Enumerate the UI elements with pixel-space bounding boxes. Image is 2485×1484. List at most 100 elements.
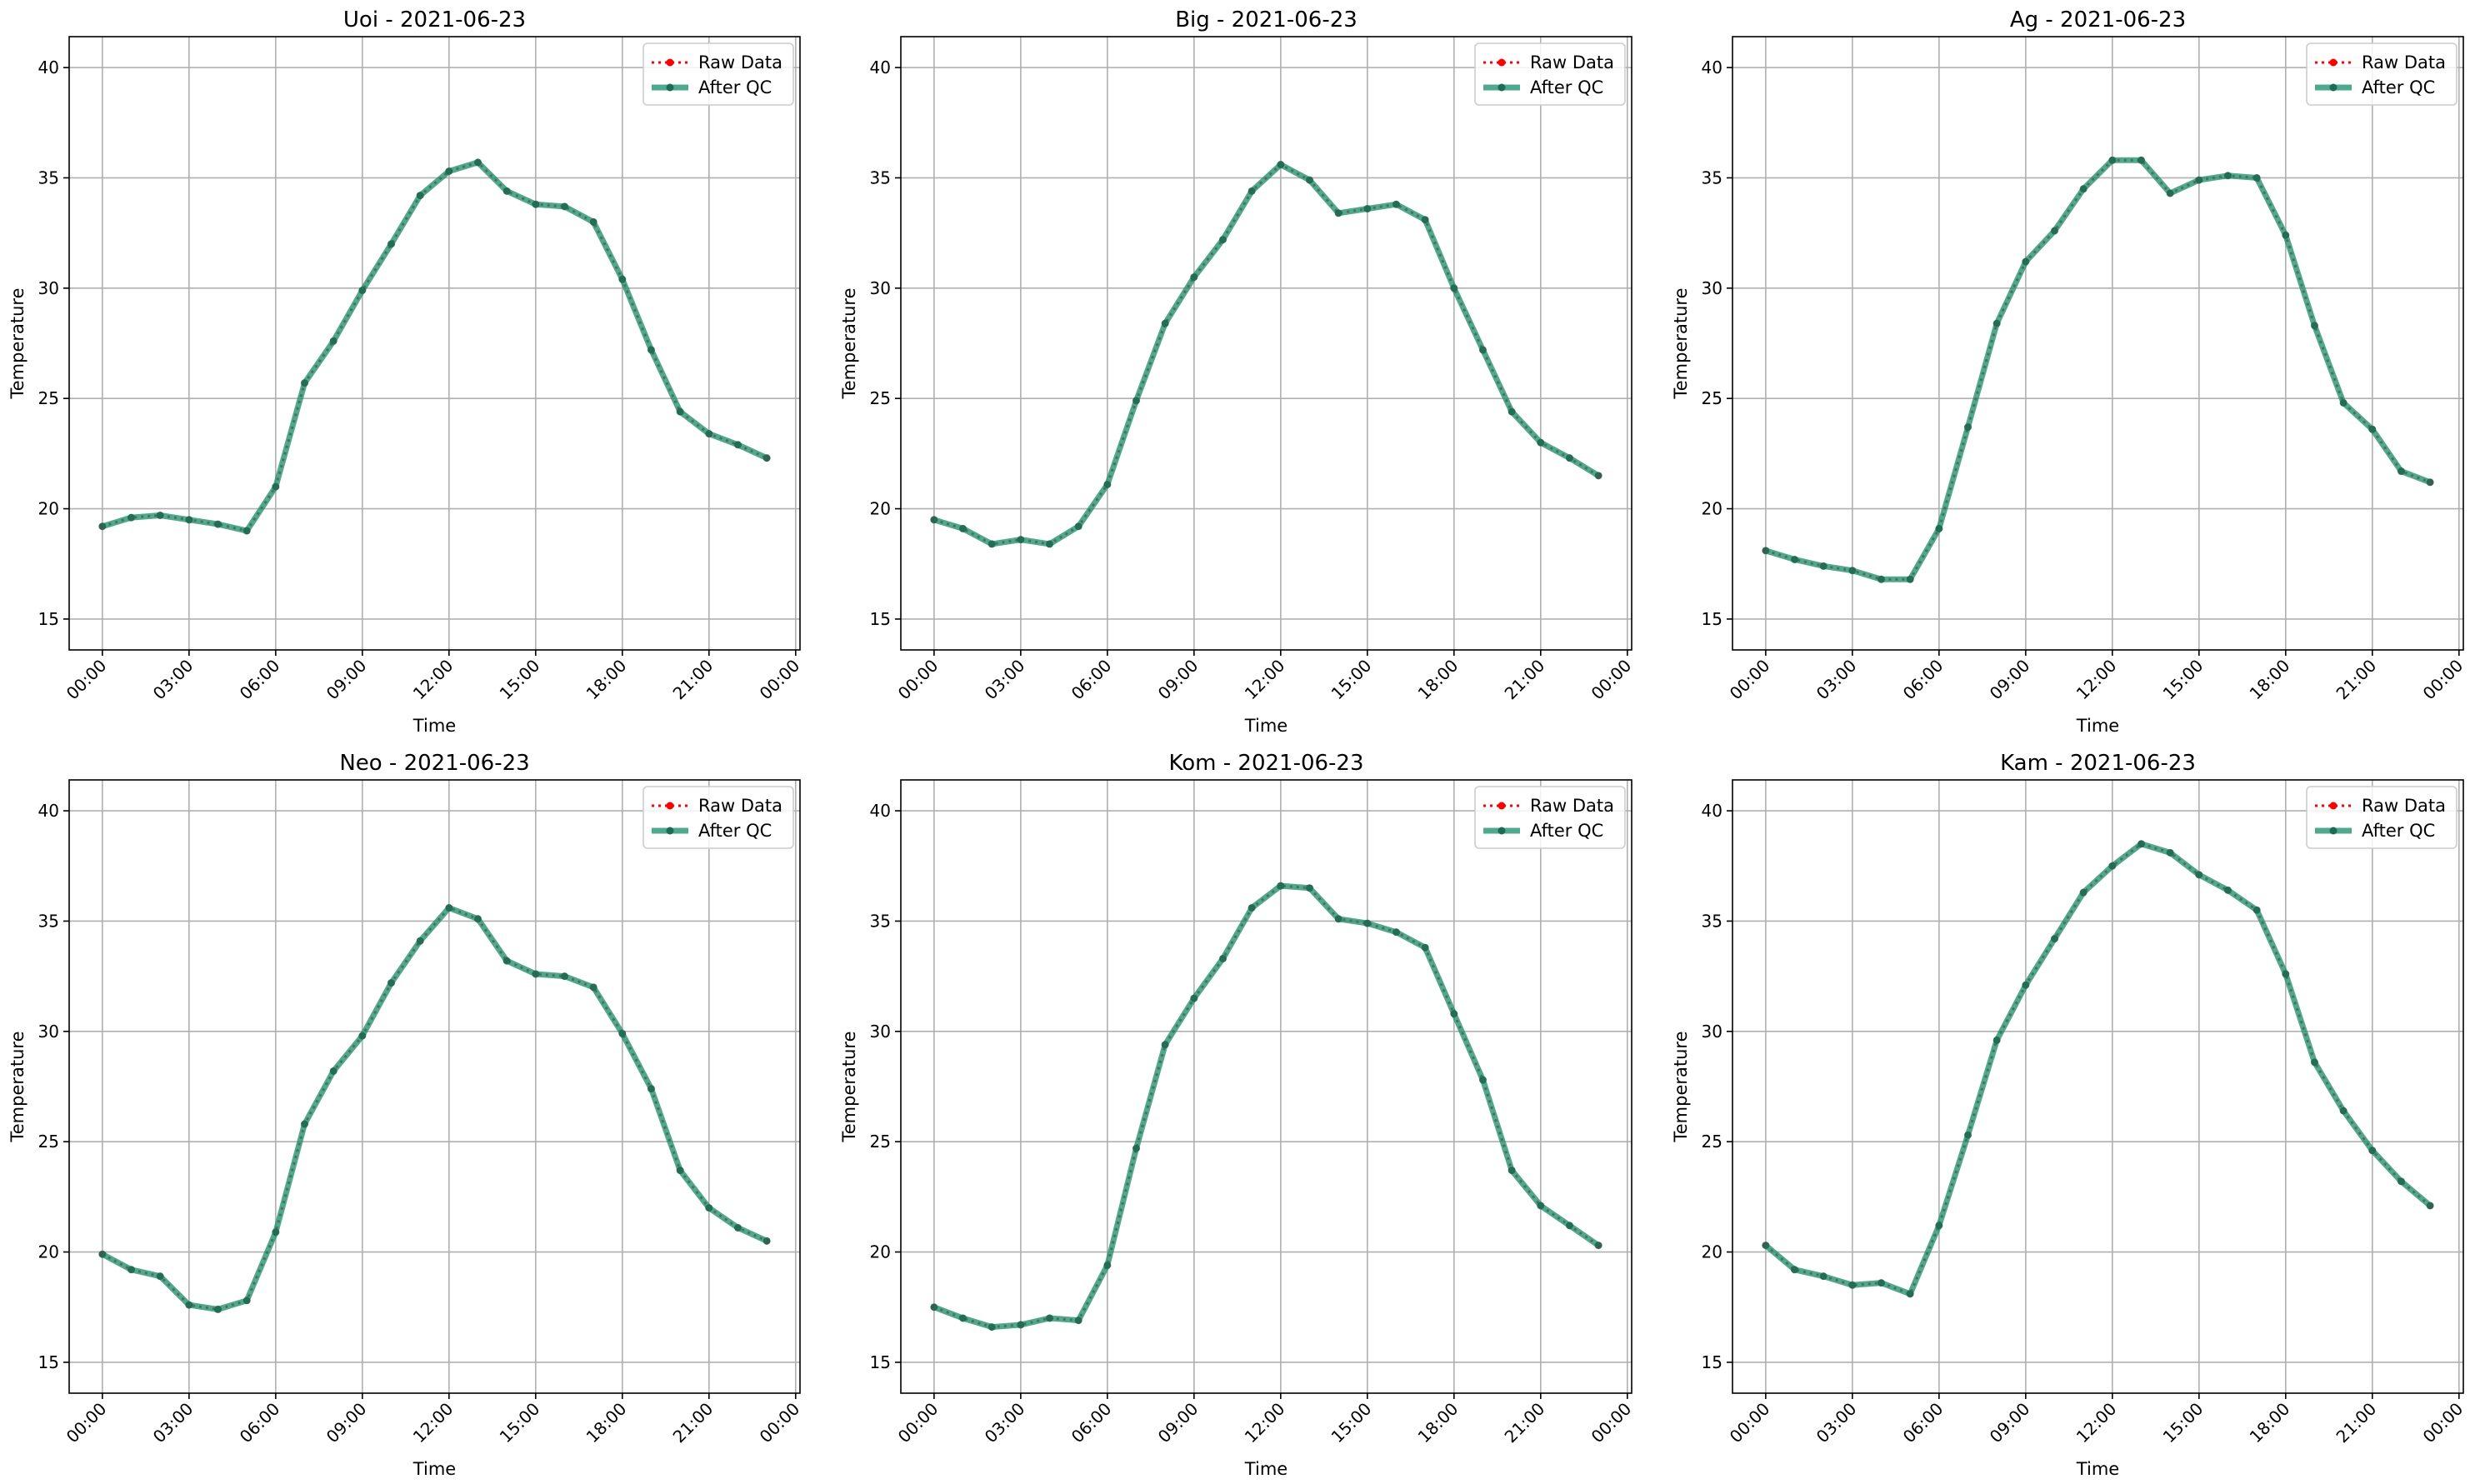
y-tick-label: 15 [870, 1352, 891, 1372]
x-tick-label: 03:00 [149, 656, 198, 704]
after-qc-point [1819, 562, 1828, 570]
x-tick-label: 09:00 [322, 656, 371, 704]
axes-frame [1732, 36, 2464, 651]
after-qc-point [988, 540, 996, 548]
after-qc-point [128, 1266, 136, 1274]
after-qc-line [1763, 841, 2432, 1297]
after-qc-point [1762, 547, 1770, 555]
after-qc-point [560, 972, 568, 981]
legend-raw-label: Raw Data [698, 52, 782, 72]
x-tick-label: 15:00 [496, 656, 544, 704]
after-qc-point [1334, 209, 1342, 217]
chart-title: Kom - 2021-06-23 [1169, 751, 1364, 776]
after-qc-point [2108, 862, 2117, 870]
legend-raw-label: Raw Data [698, 796, 782, 816]
after-qc-point [358, 286, 367, 294]
after-qc-point [1277, 882, 1285, 890]
after-qc-point [1363, 919, 1372, 927]
after-qc-point [445, 904, 453, 912]
y-tick-label: 30 [870, 1022, 891, 1042]
y-axis-label: Temperature [839, 1031, 859, 1142]
legend-qc-marker [2329, 83, 2338, 92]
after-qc-point [2022, 981, 2030, 989]
y-tick-label: 15 [1702, 609, 1722, 629]
after-qc-point [473, 915, 482, 923]
x-tick-label: 12:00 [1241, 656, 1289, 704]
chart-title: Neo - 2021-06-23 [339, 751, 529, 776]
axes-frame [68, 36, 801, 651]
x-axis-label: Time [1244, 1459, 1288, 1479]
after-qc-point [1334, 915, 1342, 923]
y-tick-label: 30 [1702, 278, 1722, 298]
after-qc-point [2166, 848, 2174, 857]
after-qc-point [1565, 454, 1573, 462]
after-qc-point [1992, 319, 2001, 327]
after-qc-point [2252, 906, 2261, 914]
x-tick-label: 18:00 [1414, 656, 1462, 704]
chart-panel: 00:00 03:00 06:00 09:00 12:00 15:00 18:00 21:00… [1671, 751, 2467, 1479]
y-tick-label: 40 [1702, 801, 1722, 821]
x-tick-label: 21:00 [1501, 656, 1549, 704]
legend-qc-label: After QC [698, 821, 772, 841]
legend-qc-marker [1498, 83, 1506, 92]
x-tick-label: 00:00 [2419, 1399, 2468, 1447]
x-tick-label: 21:00 [2332, 1399, 2381, 1447]
x-tick-label: 21:00 [669, 656, 718, 704]
after-qc-point [705, 430, 713, 438]
after-qc-point [2166, 189, 2174, 197]
after-qc-point [2195, 871, 2203, 879]
after-qc-point [1421, 943, 1429, 952]
after-qc-point [1421, 216, 1429, 224]
x-tick-label: 00:00 [1588, 656, 1636, 704]
y-tick-label: 35 [870, 911, 891, 931]
y-tick-label: 15 [38, 1352, 59, 1372]
x-tick-label: 15:00 [496, 1399, 544, 1447]
after-qc-point [1762, 1242, 1770, 1250]
after-qc-point [1906, 1290, 1914, 1298]
after-qc-point [128, 513, 136, 522]
x-tick-label: 15:00 [1328, 1399, 1376, 1447]
x-tick-label: 03:00 [1812, 1399, 1861, 1447]
after-qc-point [1791, 1266, 1799, 1274]
after-qc-point [1132, 1144, 1141, 1152]
after-qc-point [1508, 1167, 1516, 1175]
legend-qc-label: After QC [1530, 77, 1603, 97]
after-qc-point [2252, 173, 2261, 182]
after-qc-point [589, 217, 598, 226]
x-tick-label: 15:00 [2159, 1399, 2208, 1447]
raw-data-line [933, 162, 1599, 546]
y-tick-label: 25 [1702, 388, 1722, 408]
after-qc-point [1508, 407, 1516, 416]
y-tick-label: 20 [1702, 1242, 1722, 1262]
after-qc-point [156, 1272, 164, 1281]
after-qc-point [1964, 1131, 1972, 1139]
x-tick-label: 00:00 [62, 656, 111, 704]
y-tick-label: 40 [870, 57, 891, 77]
after-qc-point [2051, 935, 2059, 943]
after-qc-point [1190, 273, 1198, 282]
after-qc-point [502, 957, 511, 965]
y-axis-label: Temperature [8, 287, 28, 399]
y-tick-label: 35 [1702, 911, 1722, 931]
y-tick-label: 35 [38, 167, 59, 187]
y-axis-label: Temperature [1671, 1031, 1691, 1142]
after-qc-point [959, 524, 968, 532]
x-axis-label: Time [2076, 716, 2119, 736]
after-qc-point [647, 346, 655, 354]
after-qc-point [676, 1167, 684, 1175]
after-qc-point [930, 1303, 938, 1312]
x-tick-label: 00:00 [894, 656, 942, 704]
y-axis-label: Temperature [8, 1031, 28, 1142]
y-tick-label: 35 [38, 911, 59, 931]
after-qc-point [2282, 970, 2290, 978]
x-tick-label: 09:00 [1154, 656, 1202, 704]
after-qc-point [1478, 346, 1487, 354]
y-tick-label: 20 [38, 1242, 59, 1262]
after-qc-point [329, 1067, 338, 1075]
chart-panel: 00:00 03:00 06:00 09:00 12:00 15:00 18:00 21:00… [1671, 7, 2467, 736]
y-axis-label: Temperature [839, 287, 859, 399]
after-qc-point [2195, 176, 2203, 184]
after-qc-point [618, 1029, 627, 1037]
y-tick-label: 15 [38, 609, 59, 629]
x-tick-label: 03:00 [149, 1399, 198, 1447]
